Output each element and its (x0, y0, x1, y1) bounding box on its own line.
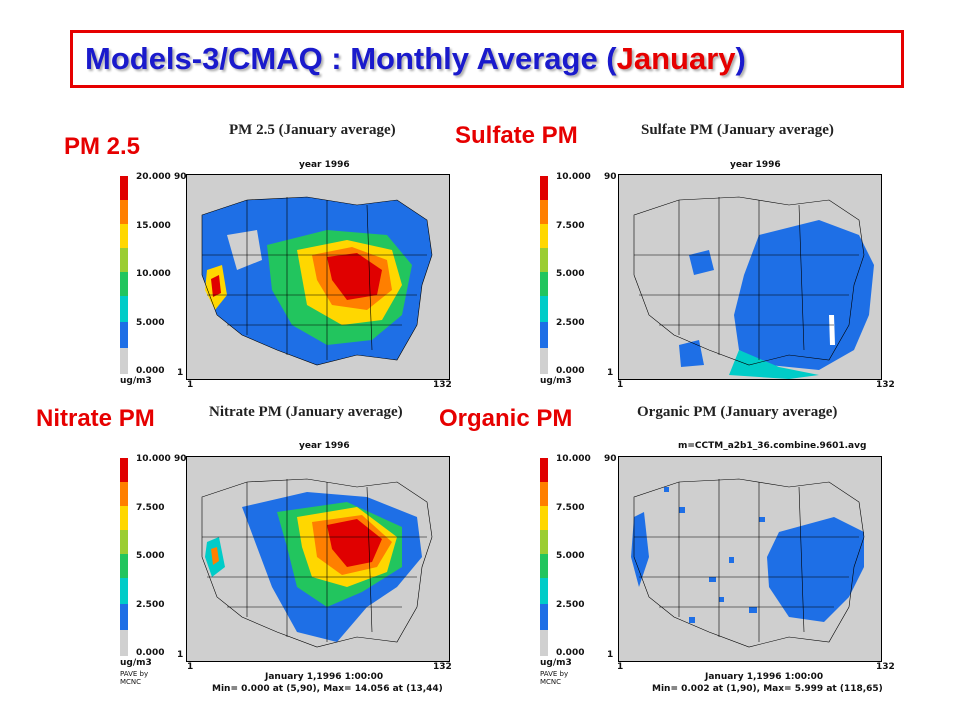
cbar-tick: 0.000 (556, 366, 585, 376)
plot-title-sulfate: Sulfate PM (January average) (641, 122, 834, 138)
cbar-tick: 7.500 (136, 503, 165, 513)
unit-label: ug/m3 (120, 376, 152, 386)
pave-credit: PAVE by MCNC (540, 670, 569, 686)
label-nitrate: Nitrate PM (36, 405, 155, 432)
panel-pm25: 20.000 15.000 10.000 5.000 0.000 ug/m3 9… (120, 170, 452, 390)
x-left-label: 1 (617, 662, 624, 672)
y-top-label: 90 (604, 172, 617, 182)
y-top-label: 90 (174, 172, 187, 182)
unit-label: ug/m3 (120, 658, 152, 668)
label-organic: Organic PM (439, 405, 573, 432)
cbar-tick: 5.000 (136, 551, 165, 561)
unit-label: ug/m3 (540, 376, 572, 386)
cbar-tick: 0.000 (136, 648, 165, 658)
map-pm25 (186, 174, 450, 380)
colorbar-nitrate (120, 458, 130, 656)
cbar-tick: 2.500 (136, 600, 165, 610)
y-top-label: 90 (604, 454, 617, 464)
cbar-tick: 10.000 (556, 172, 591, 182)
cbar-tick: 10.000 (136, 269, 171, 279)
x-left-label: 1 (187, 662, 194, 672)
cbar-tick: 5.000 (136, 318, 165, 328)
plot-title-pm25: PM 2.5 (January average) (229, 122, 396, 138)
map-organic (618, 456, 882, 662)
cbar-tick: 7.500 (556, 221, 585, 231)
cbar-tick: 5.000 (556, 269, 585, 279)
plot-title-nitrate: Nitrate PM (January average) (209, 404, 403, 420)
cbar-tick: 5.000 (556, 551, 585, 561)
colorbar-pm25 (120, 176, 130, 374)
cbar-tick: 2.500 (556, 600, 585, 610)
subtitle-sulfate: year 1996 (730, 160, 781, 170)
pave-credit: PAVE by MCNC (120, 670, 149, 686)
title-prefix: Models-3/CMAQ : Monthly Average ( (85, 41, 617, 76)
x-right-label: 132 (433, 662, 452, 672)
slide-title: Models-3/CMAQ : Monthly Average (January… (70, 30, 904, 88)
cbar-tick: 15.000 (136, 221, 171, 231)
cbar-tick: 20.000 (136, 172, 171, 182)
y-bottom-label: 1 (607, 650, 614, 660)
panel-nitrate: 10.000 7.500 5.000 2.500 0.000 ug/m3 PAV… (120, 452, 452, 702)
footer-date: January 1,1996 1:00:00 (265, 672, 384, 682)
x-right-label: 132 (876, 662, 895, 672)
cbar-tick: 2.500 (556, 318, 585, 328)
cbar-tick: 7.500 (556, 503, 585, 513)
subtitle-nitrate: year 1996 (299, 441, 350, 451)
unit-label: ug/m3 (540, 658, 572, 668)
x-right-label: 132 (876, 380, 895, 390)
subtitle-pm25: year 1996 (299, 160, 350, 170)
colorbar-sulfate (540, 176, 550, 374)
title-suffix: ) (735, 41, 746, 76)
footer-minmax: Min= 0.000 at (5,90), Max= 14.056 at (13… (212, 684, 443, 694)
footer-minmax: Min= 0.002 at (1,90), Max= 5.999 at (118… (652, 684, 883, 694)
label-sulfate: Sulfate PM (455, 122, 578, 149)
panel-sulfate: 10.000 7.500 5.000 2.500 0.000 ug/m3 90 … (540, 170, 895, 390)
cbar-tick: 0.000 (136, 366, 165, 376)
y-bottom-label: 1 (607, 368, 614, 378)
x-left-label: 1 (617, 380, 624, 390)
subtitle-organic: m=CCTM_a2b1_36.combine.9601.avg (678, 441, 867, 451)
x-right-label: 132 (433, 380, 452, 390)
cbar-tick: 10.000 (136, 454, 171, 464)
footer-date: January 1,1996 1:00:00 (705, 672, 824, 682)
plot-title-organic: Organic PM (January average) (637, 404, 838, 420)
title-highlight: January (616, 41, 736, 76)
y-top-label: 90 (174, 454, 187, 464)
map-nitrate (186, 456, 450, 662)
cbar-tick: 0.000 (556, 648, 585, 658)
x-left-label: 1 (187, 380, 194, 390)
cbar-tick: 10.000 (556, 454, 591, 464)
colorbar-organic (540, 458, 550, 656)
map-sulfate (618, 174, 882, 380)
label-pm25: PM 2.5 (64, 133, 141, 160)
panel-organic: 10.000 7.500 5.000 2.500 0.000 ug/m3 PAV… (540, 452, 895, 702)
y-bottom-label: 1 (177, 368, 184, 378)
y-bottom-label: 1 (177, 650, 184, 660)
